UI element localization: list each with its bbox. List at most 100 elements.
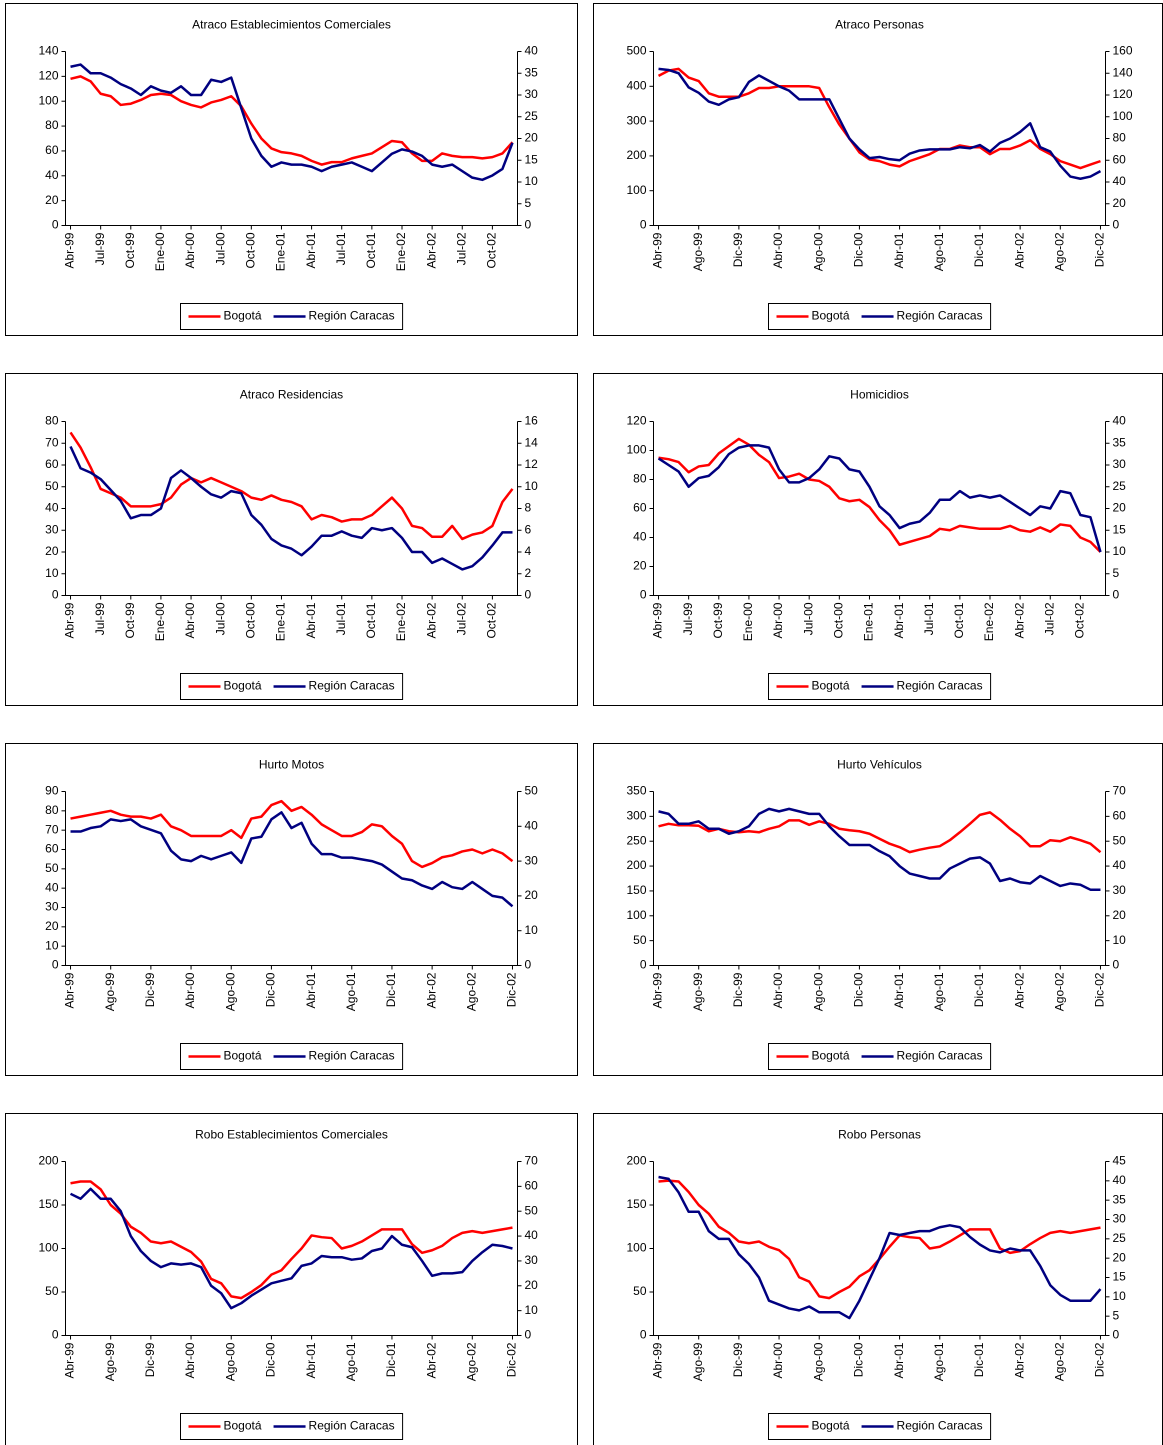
x-tick-label: Jul-00 (213, 232, 227, 265)
legend-label: Bogotá (812, 1419, 850, 1433)
x-tick-label: Ago-00 (223, 1342, 237, 1381)
x-tick-label: Ago-02 (1052, 232, 1066, 271)
y2-tick-label: 40 (525, 818, 539, 832)
y-tick-label: 300 (626, 809, 646, 823)
y2-tick-label: 50 (1113, 833, 1127, 847)
x-tick-label: Ene-01 (274, 602, 288, 641)
series-line (658, 67, 1102, 180)
x-tick-label: Oct-99 (711, 602, 725, 638)
x-tick-label: Dic-02 (505, 972, 519, 1007)
y-tick-label: 80 (45, 118, 59, 132)
y2-tick-label: 10 (1113, 544, 1127, 558)
x-tick-label: Dic-00 (852, 232, 866, 267)
y-tick-label: 0 (52, 588, 59, 602)
y-tick-label: 0 (640, 1328, 647, 1342)
x-tick-label: Jul-02 (454, 232, 468, 265)
x-tick-label: Jul-00 (213, 602, 227, 635)
y2-tick-label: 10 (525, 1303, 539, 1317)
x-tick-label: Abr-99 (651, 232, 665, 268)
y-tick-label: 40 (45, 501, 59, 515)
y2-tick-label: 25 (1113, 1231, 1127, 1245)
y2-tick-label: 0 (525, 588, 532, 602)
y-tick-label: 200 (38, 1154, 58, 1168)
y2-tick-label: 20 (1113, 501, 1127, 515)
x-tick-label: Jul-99 (93, 232, 107, 265)
x-tick-label: Jul-01 (334, 232, 348, 265)
y2-tick-label: 8 (525, 501, 532, 515)
y2-tick-label: 20 (1113, 1250, 1127, 1264)
y-tick-label: 250 (626, 833, 646, 847)
y2-tick-label: 120 (1113, 87, 1133, 101)
x-tick-label: Dic-00 (264, 972, 278, 1007)
y2-tick-label: 50 (525, 1203, 539, 1217)
y2-tick-label: 10 (525, 479, 539, 493)
y2-tick-label: 60 (1113, 809, 1127, 823)
chart: Atraco Personas 0 100 200 300 400 500 0 20 40 60 80… (593, 3, 1163, 336)
y-tick-label: 200 (626, 1154, 646, 1168)
x-tick-label: Dic-02 (505, 1342, 519, 1377)
y-tick-label: 150 (626, 1197, 646, 1211)
y2-tick-label: 6 (525, 522, 532, 536)
y2-tick-label: 10 (1113, 933, 1127, 947)
x-tick-label: Abr-00 (771, 232, 785, 268)
x-tick-label: Dic-99 (731, 232, 745, 267)
series-line (70, 1180, 513, 1300)
legend-label: Región Caracas (309, 1419, 395, 1433)
y2-tick-label: 40 (1113, 858, 1127, 872)
x-tick-label: Oct-99 (123, 602, 137, 638)
chart: Homicidios 0 20 40 60 80 100 120 0 5 10 15 20 25 30 35 4… (593, 373, 1163, 706)
y-tick-label: 50 (45, 479, 59, 493)
y-tick-label: 80 (633, 472, 647, 486)
chart: Atraco Establecimientos Comerciales 0 20 40… (5, 3, 578, 336)
x-tick-label: Dic-99 (143, 1342, 157, 1377)
legend-label: Región Caracas (309, 309, 395, 323)
x-tick-label: Abr-01 (304, 972, 318, 1008)
y-tick-label: 30 (45, 522, 59, 536)
x-tick-label: Dic-00 (264, 1342, 278, 1377)
x-tick-label: Ago-00 (811, 972, 825, 1011)
y-tick-label: 20 (45, 544, 59, 558)
x-tick-label: Ago-99 (691, 232, 705, 271)
chart: Hurto Vehículos 0 50 100 150 200 250 300 350 0 10 2… (593, 743, 1163, 1076)
y2-tick-label: 0 (1113, 588, 1120, 602)
legend: Bogotá Región Caracas (768, 1043, 992, 1070)
legend-label: Bogotá (812, 1049, 850, 1063)
x-tick-label: Abr-00 (183, 602, 197, 638)
x-tick-label: Abr-99 (63, 232, 77, 268)
y2-tick-label: 0 (525, 218, 532, 232)
y2-tick-label: 20 (525, 1278, 539, 1292)
y2-tick-label: 0 (525, 1328, 532, 1342)
x-tick-label: Ene-01 (862, 602, 876, 641)
y-tick-label: 350 (626, 784, 646, 798)
y2-tick-label: 0 (525, 958, 532, 972)
y-tick-label: 50 (45, 861, 59, 875)
series-line (658, 807, 1101, 891)
x-tick-label: Abr-01 (304, 602, 318, 638)
x-tick-label: Jul-01 (922, 602, 936, 635)
x-tick-label: Ene-00 (153, 232, 167, 271)
y2-tick-label: 0 (1113, 1328, 1120, 1342)
x-tick-label: Abr-01 (892, 602, 906, 638)
x-tick-label: Ago-01 (344, 972, 358, 1011)
y2-tick-label: 16 (525, 414, 539, 428)
y2-tick-label: 10 (1113, 1289, 1127, 1303)
x-tick-label: Abr-99 (63, 1342, 77, 1378)
x-tick-label: Ene-02 (394, 602, 408, 641)
y2-tick-label: 25 (1113, 479, 1127, 493)
legend-label: Región Caracas (309, 1049, 395, 1063)
x-tick-label: Ene-01 (274, 232, 288, 271)
y2-tick-label: 0 (1113, 218, 1120, 232)
y2-tick-label: 160 (1113, 44, 1133, 58)
y2-tick-label: 60 (525, 1179, 539, 1193)
x-tick-label: Ene-00 (741, 602, 755, 641)
chart: Robo Personas 0 50 100 150 200 0 5 10 15 20 25 30 35 4… (593, 1113, 1163, 1445)
x-tick-label: Ago-02 (1052, 1342, 1066, 1381)
y2-tick-label: 80 (1113, 131, 1127, 145)
x-tick-label: Jul-01 (334, 602, 348, 635)
x-tick-label: Dic-01 (972, 972, 986, 1007)
x-tick-label: Abr-00 (771, 1342, 785, 1378)
y2-tick-label: 40 (1113, 414, 1127, 428)
y2-tick-label: 35 (1113, 1192, 1127, 1206)
y2-tick-label: 60 (1113, 152, 1127, 166)
legend: Bogotá Región Caracas (180, 1413, 404, 1440)
